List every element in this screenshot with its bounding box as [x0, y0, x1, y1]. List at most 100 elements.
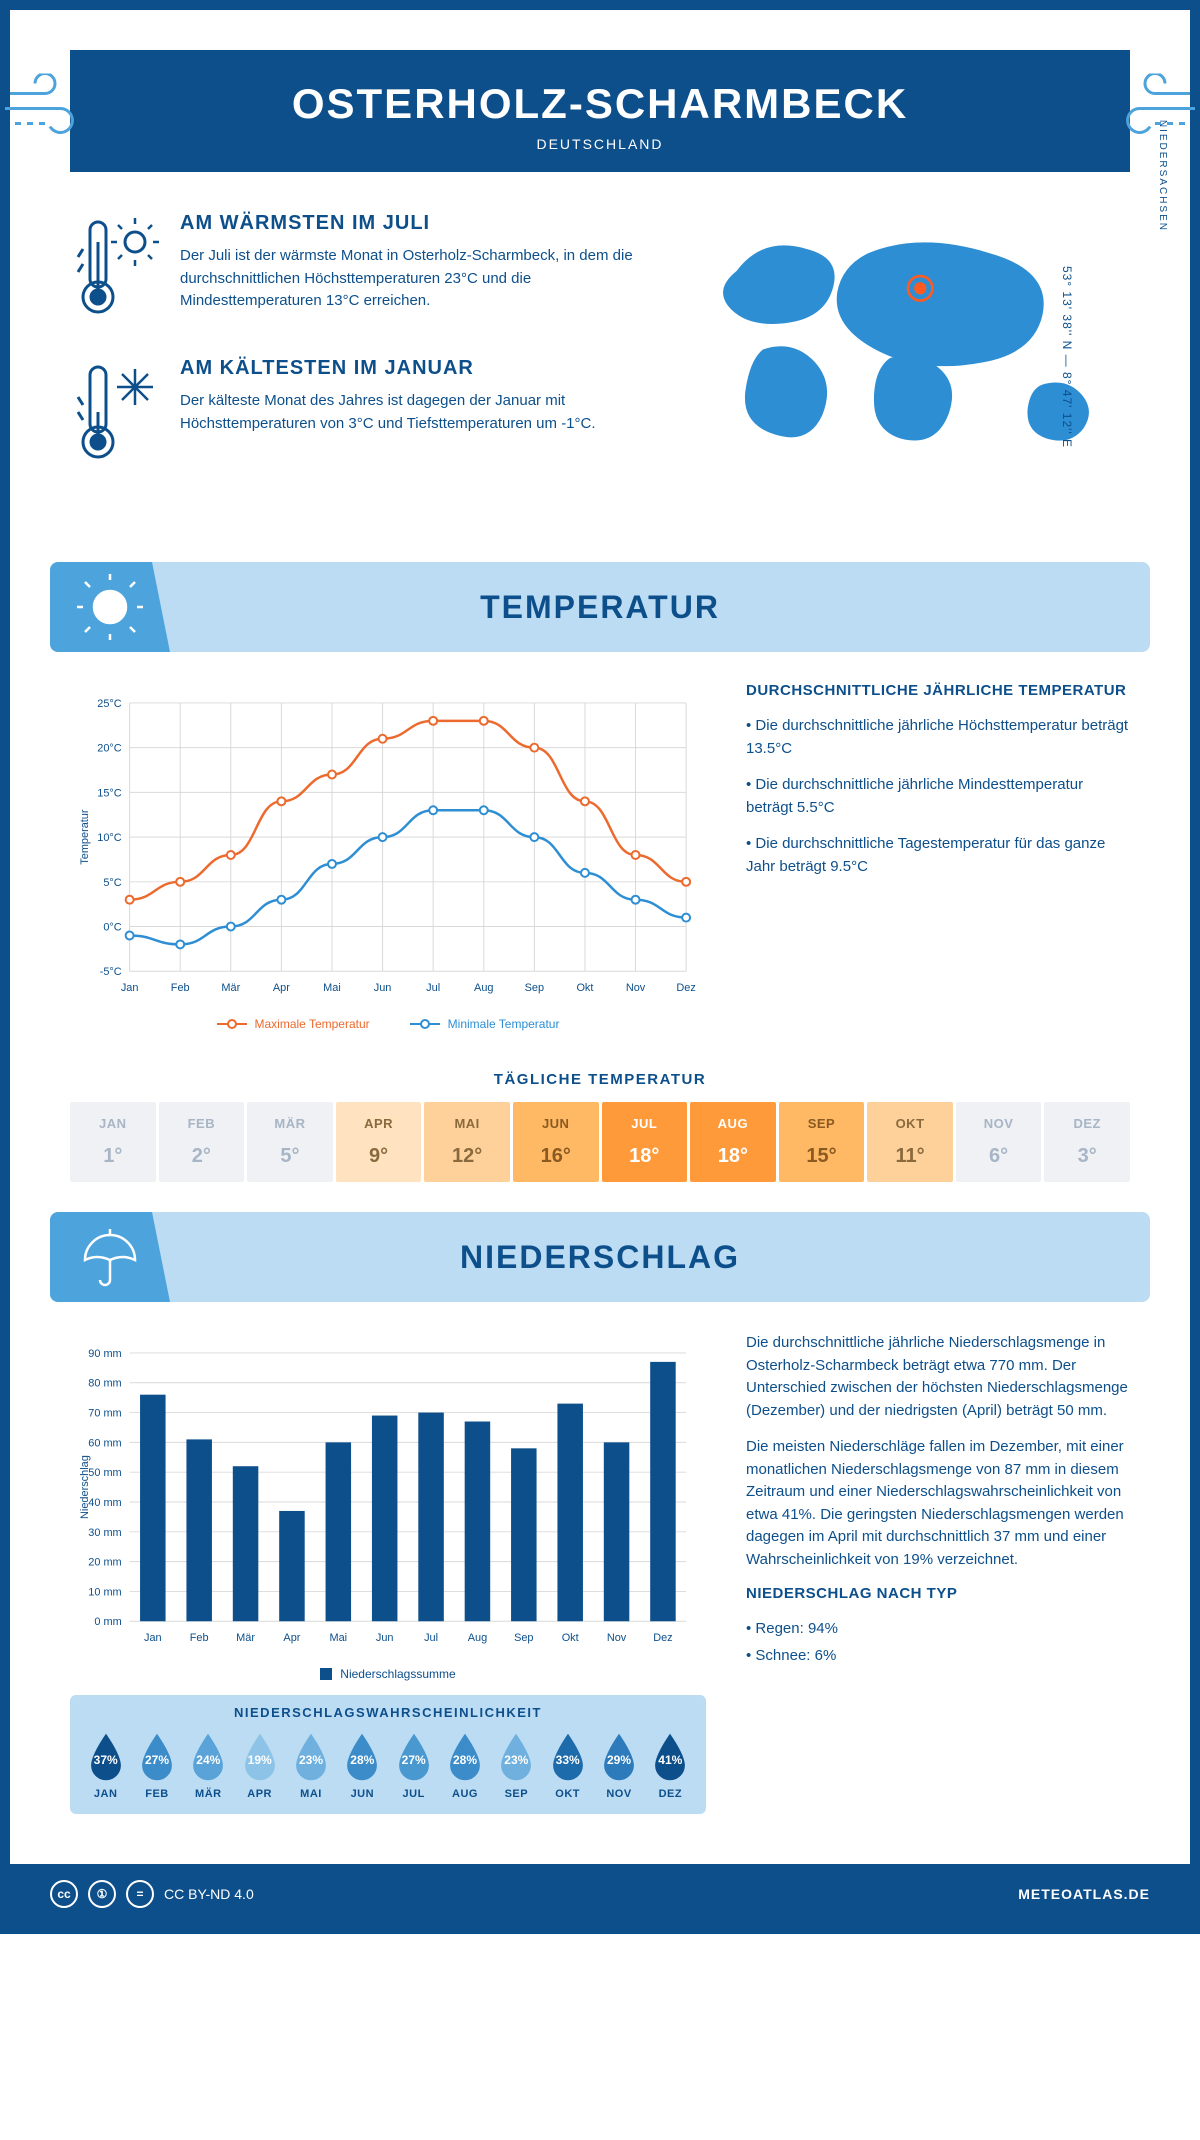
city-title: OSTERHOLZ-SCHARMBECK	[110, 80, 1090, 128]
daily-cell: MÄR5°	[247, 1102, 333, 1182]
fact-coldest-body: Der kälteste Monat des Jahres ist dagege…	[180, 390, 653, 435]
world-map-block: NIEDERSACHSEN 53° 13' 38'' N — 8° 47' 12…	[693, 212, 1130, 502]
probability-cell: 27%FEB	[133, 1730, 180, 1800]
daily-cell: DEZ3°	[1044, 1102, 1130, 1182]
probability-cell: 37%JAN	[82, 1730, 129, 1800]
svg-text:Temperatur: Temperatur	[79, 809, 91, 865]
svg-text:Sep: Sep	[525, 982, 544, 994]
svg-text:Apr: Apr	[273, 982, 290, 994]
svg-text:15°C: 15°C	[97, 787, 122, 799]
probability-row: 37%JAN27%FEB24%MÄR19%APR23%MAI28%JUN27%J…	[82, 1730, 694, 1800]
svg-text:Mai: Mai	[330, 1632, 348, 1644]
region-label: NIEDERSACHSEN	[1157, 120, 1168, 232]
fact-coldest: AM KÄLTESTEN IM JANUAR Der kälteste Mona…	[70, 357, 653, 472]
daily-cell: FEB2°	[159, 1102, 245, 1182]
cc-icon: cc	[50, 1880, 78, 1908]
svg-text:Feb: Feb	[171, 982, 190, 994]
daily-cell: JUL18°	[602, 1102, 688, 1182]
legend-max: Maximale Temperatur	[217, 1017, 370, 1031]
nd-icon: =	[126, 1880, 154, 1908]
svg-text:Feb: Feb	[190, 1632, 209, 1644]
legend-min-label: Minimale Temperatur	[448, 1017, 560, 1031]
probability-block: NIEDERSCHLAGSWAHRSCHEINLICHKEIT 37%JAN27…	[70, 1695, 706, 1814]
precipitation-chart: 0 mm10 mm20 mm30 mm40 mm50 mm60 mm70 mm8…	[70, 1332, 706, 1814]
precip-p2: Die meisten Niederschläge fallen im Deze…	[746, 1436, 1130, 1571]
svg-text:5°C: 5°C	[103, 877, 121, 889]
svg-text:Apr: Apr	[283, 1632, 300, 1644]
svg-text:10 mm: 10 mm	[88, 1586, 121, 1598]
temp-bullet-1: • Die durchschnittliche jährliche Höchst…	[746, 715, 1130, 760]
temperature-heading: TEMPERATUR	[480, 589, 720, 626]
daily-cell: APR9°	[336, 1102, 422, 1182]
probability-cell: 23%MAI	[287, 1730, 334, 1800]
probability-cell: 23%SEP	[493, 1730, 540, 1800]
svg-text:Niederschlag: Niederschlag	[79, 1455, 91, 1519]
precip-type-rain: • Regen: 94%	[746, 1618, 1130, 1641]
license-text: CC BY-ND 4.0	[164, 1886, 254, 1902]
intro-section: AM WÄRMSTEN IM JULI Der Juli ist der wär…	[10, 202, 1190, 542]
svg-text:Jun: Jun	[374, 982, 392, 994]
daily-cell: MAI12°	[424, 1102, 510, 1182]
sun-icon	[50, 562, 170, 652]
probability-cell: 29%NOV	[595, 1730, 642, 1800]
svg-text:Okt: Okt	[562, 1632, 579, 1644]
daily-cell: OKT11°	[867, 1102, 953, 1182]
daily-cell: JAN1°	[70, 1102, 156, 1182]
precip-p1: Die durchschnittliche jährliche Niedersc…	[746, 1332, 1130, 1422]
svg-text:90 mm: 90 mm	[88, 1348, 121, 1360]
svg-text:Okt: Okt	[576, 982, 593, 994]
svg-text:30 mm: 30 mm	[88, 1527, 121, 1539]
precipitation-body: 0 mm10 mm20 mm30 mm40 mm50 mm60 mm70 mm8…	[10, 1322, 1190, 1834]
svg-text:0 mm: 0 mm	[94, 1616, 121, 1628]
svg-text:40 mm: 40 mm	[88, 1497, 121, 1509]
precip-type-snow: • Schnee: 6%	[746, 1645, 1130, 1668]
footer-license: cc ① = CC BY-ND 4.0	[50, 1880, 254, 1908]
fact-warmest-body: Der Juli ist der wärmste Monat in Osterh…	[180, 245, 653, 313]
svg-text:Sep: Sep	[514, 1632, 533, 1644]
temperature-chart: -5°C0°C5°C10°C15°C20°C25°CJanFebMärAprMa…	[70, 682, 706, 1031]
svg-text:20 mm: 20 mm	[88, 1557, 121, 1569]
probability-heading: NIEDERSCHLAGSWAHRSCHEINLICHKEIT	[82, 1705, 694, 1720]
svg-text:60 mm: 60 mm	[88, 1437, 121, 1449]
fact-coldest-heading: AM KÄLTESTEN IM JANUAR	[180, 357, 653, 380]
intro-facts: AM WÄRMSTEN IM JULI Der Juli ist der wär…	[70, 212, 653, 502]
svg-text:Dez: Dez	[676, 982, 695, 994]
umbrella-icon	[50, 1212, 170, 1302]
temperature-description: DURCHSCHNITTLICHE JÄHRLICHE TEMPERATUR •…	[746, 682, 1130, 1031]
probability-cell: 28%JUN	[339, 1730, 386, 1800]
svg-text:-5°C: -5°C	[100, 966, 122, 978]
svg-text:Jul: Jul	[426, 982, 440, 994]
country-sub: DEUTSCHLAND	[110, 136, 1090, 152]
svg-text:Dez: Dez	[653, 1632, 672, 1644]
legend-precip-label: Niederschlagssumme	[340, 1667, 455, 1681]
footer-site: METEOATLAS.DE	[1018, 1886, 1150, 1902]
thermometer-snow-icon	[70, 357, 160, 472]
legend-min: Minimale Temperatur	[410, 1017, 560, 1031]
svg-text:70 mm: 70 mm	[88, 1408, 121, 1420]
svg-text:Jun: Jun	[376, 1632, 394, 1644]
probability-cell: 28%AUG	[441, 1730, 488, 1800]
precipitation-heading: NIEDERSCHLAG	[460, 1239, 740, 1276]
daily-cell: NOV6°	[956, 1102, 1042, 1182]
temp-desc-heading: DURCHSCHNITTLICHE JÄHRLICHE TEMPERATUR	[746, 682, 1130, 699]
probability-cell: 41%DEZ	[647, 1730, 694, 1800]
fact-warmest: AM WÄRMSTEN IM JULI Der Juli ist der wär…	[70, 212, 653, 327]
section-header-precipitation: NIEDERSCHLAG	[50, 1212, 1150, 1302]
section-header-temperature: TEMPERATUR	[50, 562, 1150, 652]
coords-label: 53° 13' 38'' N — 8° 47' 12'' E	[1060, 266, 1074, 448]
precip-type-heading: NIEDERSCHLAG NACH TYP	[746, 1585, 1130, 1602]
by-icon: ①	[88, 1880, 116, 1908]
svg-text:10°C: 10°C	[97, 832, 122, 844]
probability-cell: 19%APR	[236, 1730, 283, 1800]
probability-cell: 24%MÄR	[185, 1730, 232, 1800]
legend-precip-sum: Niederschlagssumme	[320, 1667, 455, 1681]
daily-temp-grid: JAN1°FEB2°MÄR5°APR9°MAI12°JUN16°JUL18°AU…	[70, 1102, 1130, 1182]
svg-text:20°C: 20°C	[97, 743, 122, 755]
probability-cell: 33%OKT	[544, 1730, 591, 1800]
daily-cell: AUG18°	[690, 1102, 776, 1182]
svg-text:25°C: 25°C	[97, 698, 122, 710]
temperature-body: -5°C0°C5°C10°C15°C20°C25°CJanFebMärAprMa…	[10, 672, 1190, 1051]
svg-text:80 mm: 80 mm	[88, 1378, 121, 1390]
svg-text:Mär: Mär	[221, 982, 240, 994]
daily-cell: JUN16°	[513, 1102, 599, 1182]
